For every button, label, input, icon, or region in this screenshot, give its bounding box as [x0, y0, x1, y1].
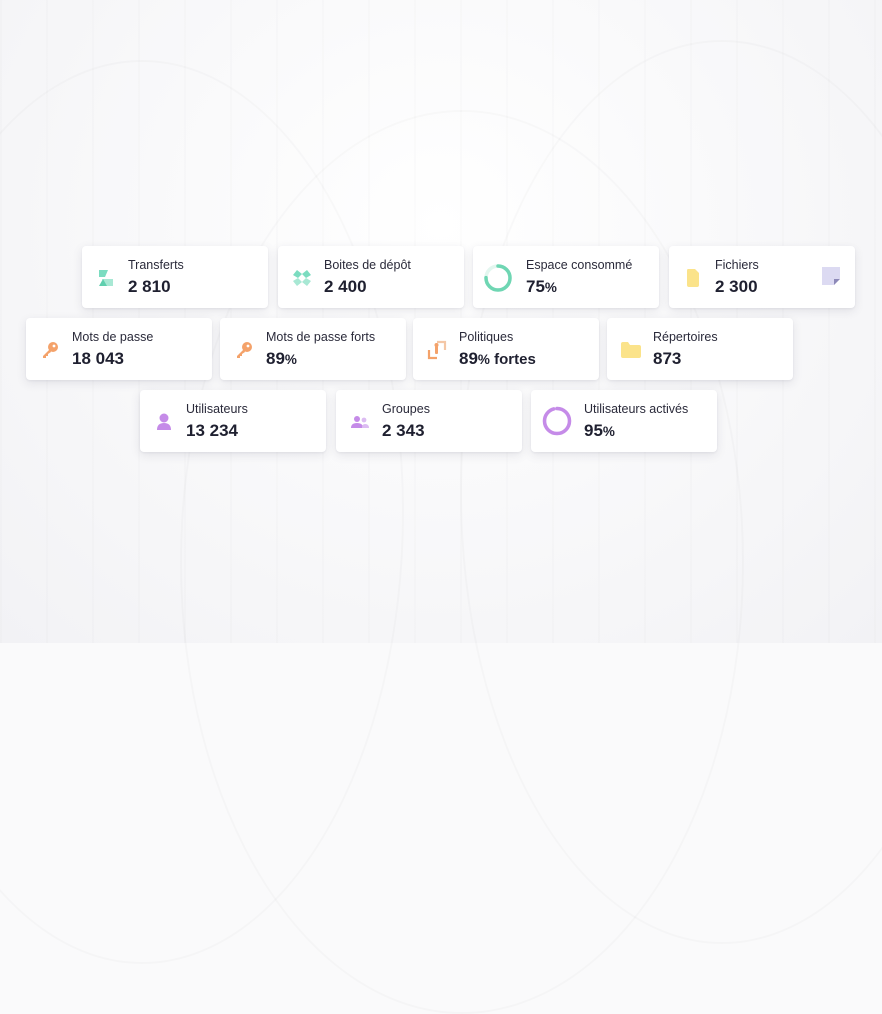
card-groupes[interactable]: Groupes 2 343 [336, 390, 522, 452]
policy-icon [425, 338, 449, 362]
card-value: 75% [526, 277, 557, 296]
card-mots-de-passe[interactable]: Mots de passe 18 043 [26, 318, 212, 380]
folder-icon [619, 338, 643, 362]
card-value: 89% [266, 349, 297, 368]
card-label: Mots de passe [72, 330, 154, 344]
card-label: Utilisateurs activés [584, 402, 689, 416]
card-value: 2 810 [128, 277, 171, 296]
card-utilisateurs[interactable]: Utilisateurs 13 234 [140, 390, 326, 452]
card-value: 13 234 [186, 421, 238, 440]
card-value: 2 300 [715, 277, 758, 296]
card-value: 18 043 [72, 349, 124, 368]
user-icon [152, 410, 176, 434]
card-value: 873 [653, 349, 682, 368]
card-fichiers[interactable]: Fichiers 2 300 [669, 246, 855, 308]
card-label: Politiques [459, 330, 514, 344]
card-repertoires[interactable]: Répertoires 873 [607, 318, 793, 380]
card-value: 2 400 [324, 277, 367, 296]
dropbox-icon [290, 266, 314, 290]
card-boites-de-depot[interactable]: Boites de dépôt 2 400 [278, 246, 464, 308]
storage-gauge-icon [483, 263, 513, 293]
card-label: Groupes [382, 402, 430, 416]
card-politiques[interactable]: Politiques 89% fortes [413, 318, 599, 380]
group-icon [348, 410, 372, 434]
card-label: Espace consommé [526, 258, 633, 272]
card-value: 2 343 [382, 421, 425, 440]
card-label: Utilisateurs [186, 402, 248, 416]
card-value: 95% [584, 421, 615, 440]
file-icon [681, 266, 705, 290]
card-transferts[interactable]: Transferts 2 810 [82, 246, 268, 308]
card-utilisateurs-actives[interactable]: Utilisateurs activés 95% [531, 390, 717, 452]
card-espace-consomme[interactable]: Espace consommé 75% [473, 246, 659, 308]
card-mots-de-passe-forts[interactable]: Mots de passe forts 89% [220, 318, 406, 380]
key-icon [232, 338, 256, 362]
card-label: Mots de passe forts [266, 330, 376, 344]
active-users-gauge-icon [541, 405, 573, 437]
card-label: Boites de dépôt [324, 258, 411, 272]
card-label: Transferts [128, 258, 184, 272]
card-label: Répertoires [653, 330, 718, 344]
sticky-note-icon [821, 266, 841, 286]
key-icon [38, 338, 62, 362]
card-label: Fichiers [715, 258, 759, 272]
card-value: 89% fortes [459, 349, 536, 368]
transfer-icon [94, 266, 118, 290]
